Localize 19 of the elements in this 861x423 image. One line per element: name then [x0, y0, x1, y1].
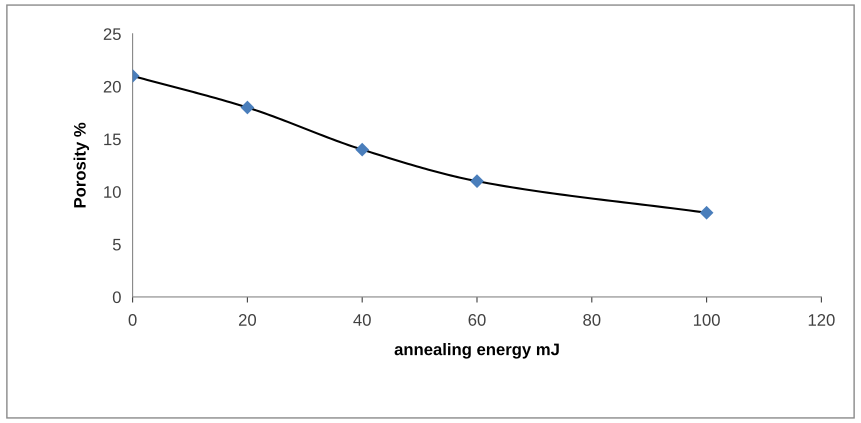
y-tick-label: 20: [104, 80, 121, 93]
x-tick-label: 40: [353, 314, 371, 326]
x-tick-label: 0: [128, 314, 137, 326]
x-tick-label: 120: [808, 314, 835, 326]
x-tick-label: 60: [468, 314, 486, 326]
point: [356, 143, 369, 156]
y-tick-label: 25: [104, 28, 121, 40]
y-tick-label: 0: [112, 291, 121, 304]
y-tick-label: 15: [104, 134, 121, 146]
y-tick-label: 5: [112, 238, 121, 251]
x-tick-label: 20: [238, 314, 256, 326]
point: [700, 206, 714, 220]
x-tick-label: 100: [694, 314, 720, 326]
x-axis-title: annealing energy mJ: [394, 343, 559, 359]
y-axis-title: Porosity %: [74, 122, 90, 208]
x-tick-label: 80: [583, 314, 600, 326]
point: [240, 100, 254, 114]
point: [470, 174, 484, 188]
y-tick-label: 10: [104, 186, 121, 198]
